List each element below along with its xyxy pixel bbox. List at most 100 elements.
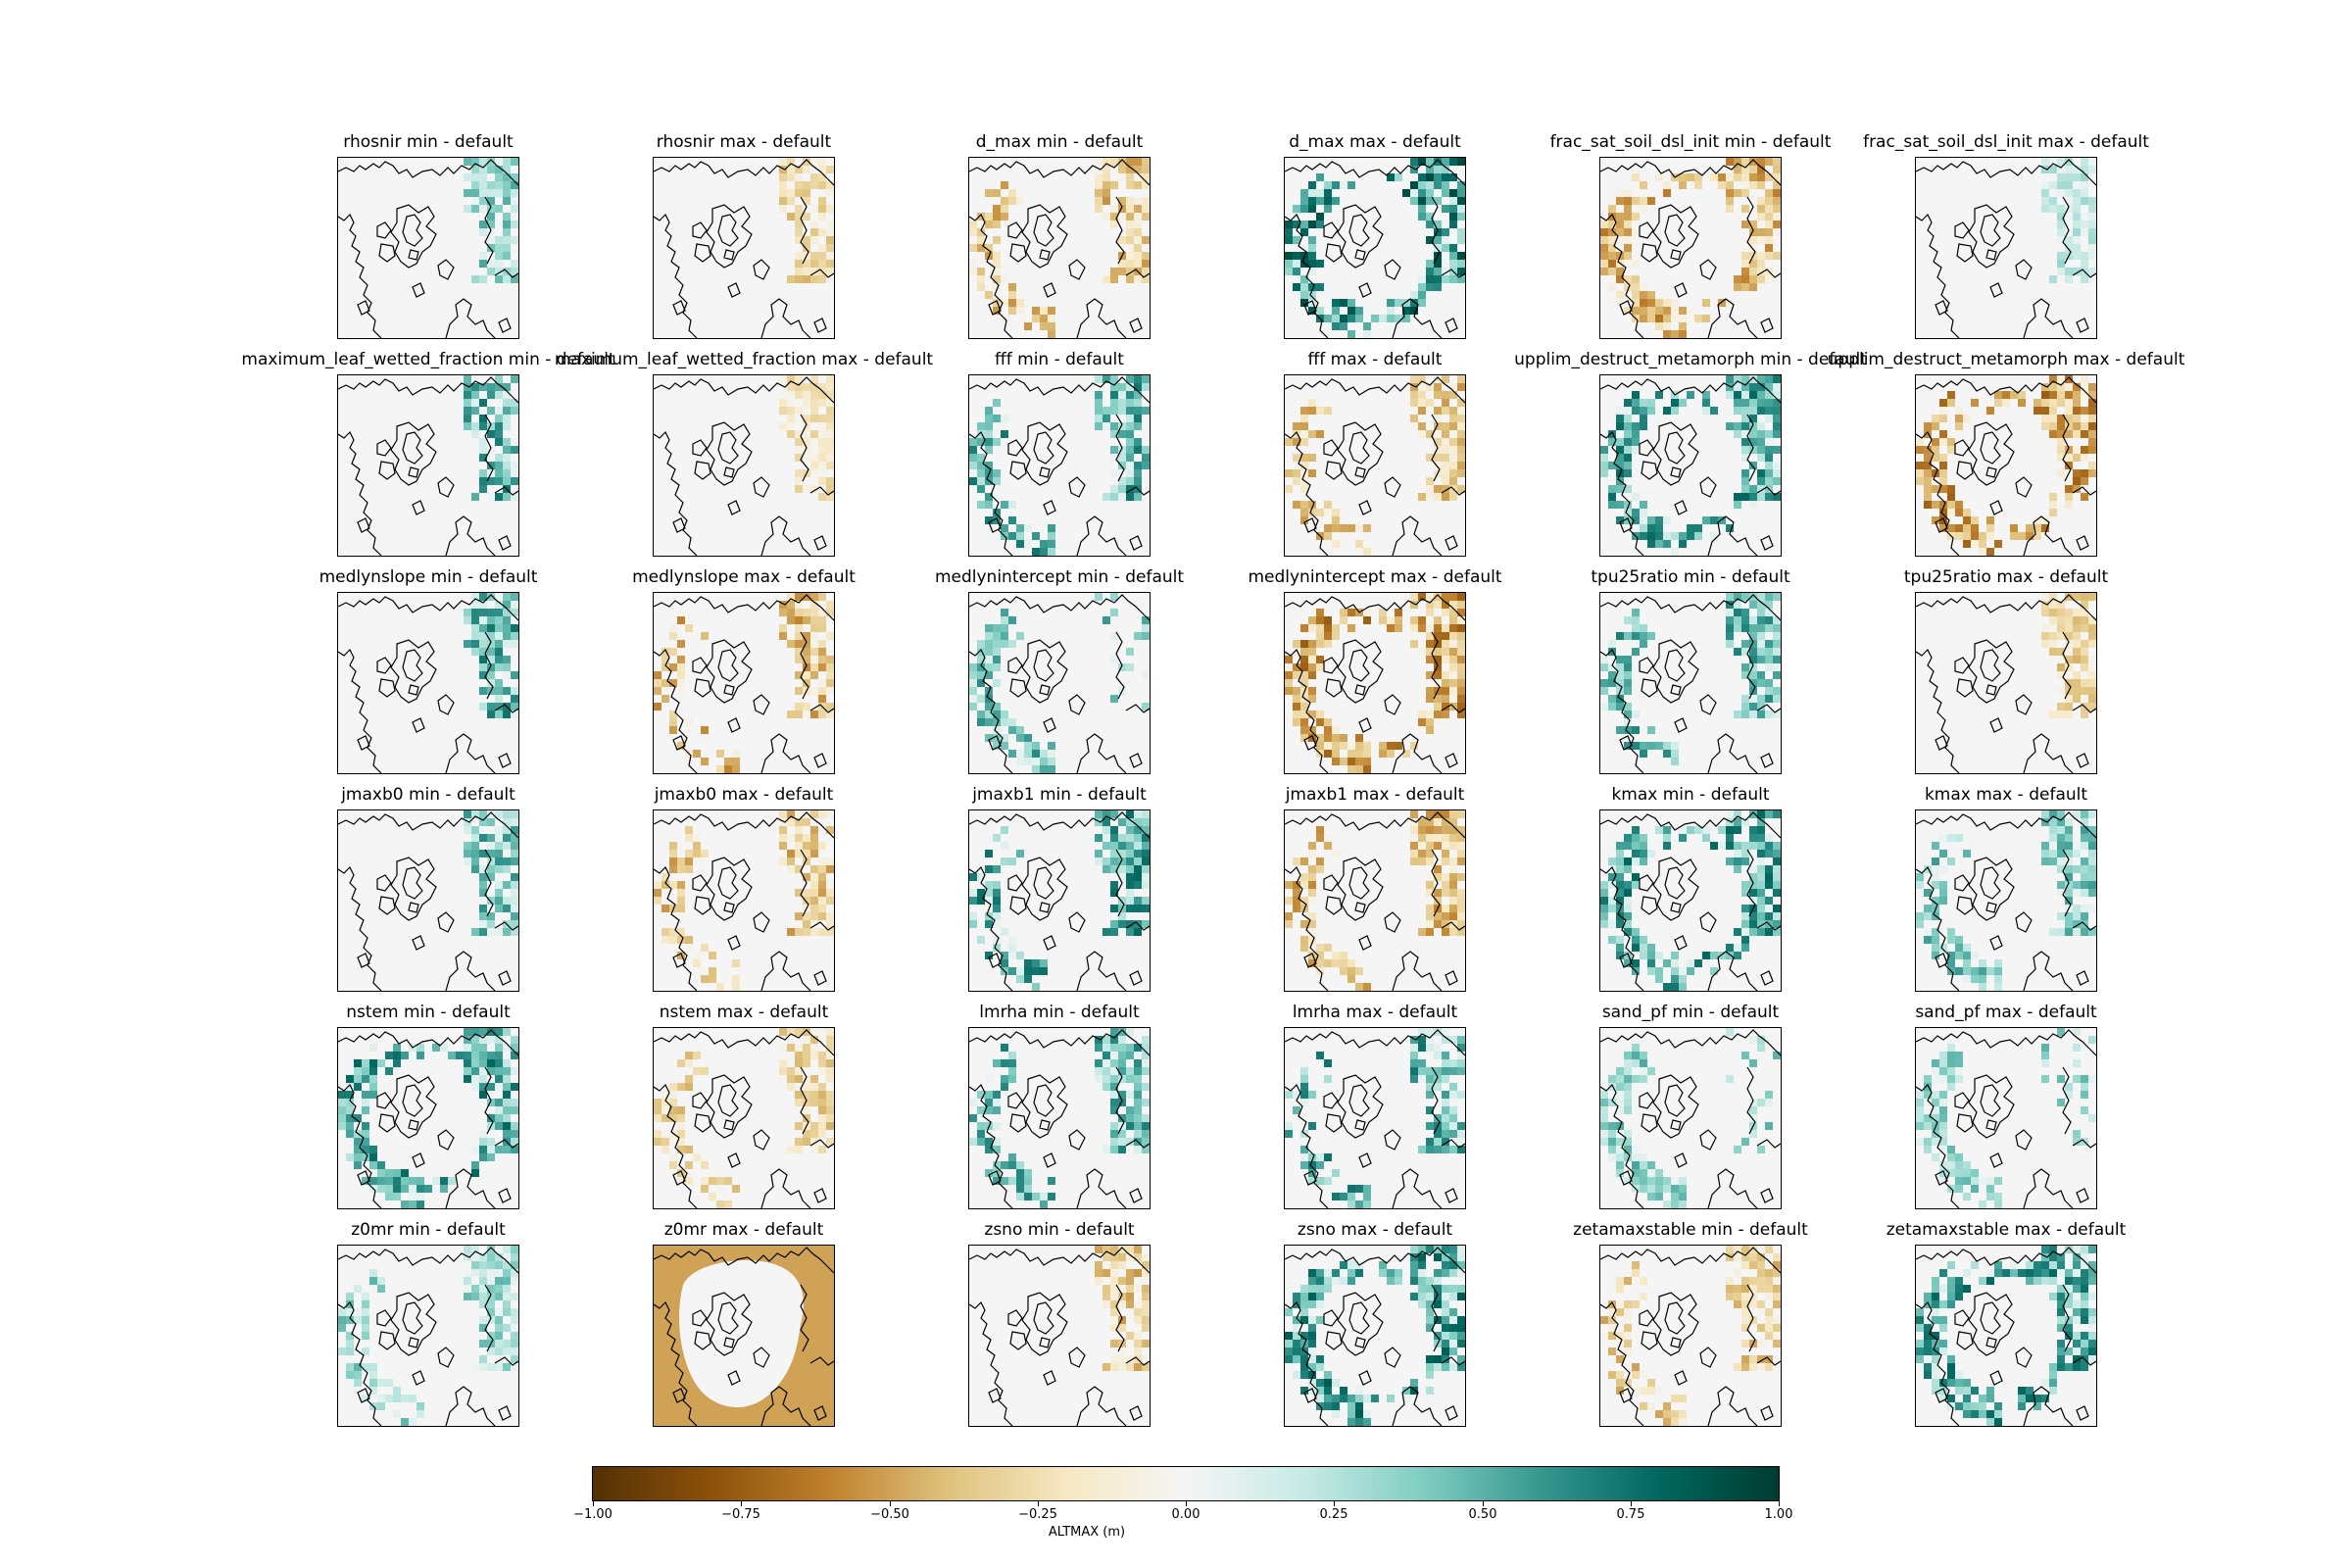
grid-cell: [1285, 1332, 1293, 1340]
grid-cell: [969, 462, 977, 469]
grid-cell: [2049, 197, 2057, 205]
grid-cell: [479, 905, 487, 912]
grid-cell: [2065, 485, 2073, 493]
grid-cell: [1434, 1130, 1442, 1138]
grid-cell: [1316, 609, 1324, 616]
grid-cell: [1118, 462, 1126, 469]
grid-cell: [993, 477, 1001, 485]
coastlines: [1916, 159, 2096, 338]
grid-cell: [495, 181, 503, 189]
grid-cell: [1765, 197, 1773, 205]
grid-cell: [1016, 540, 1024, 548]
grid-cell: [1616, 1387, 1624, 1395]
grid-cell: [1016, 1169, 1024, 1177]
grid-cell: [1434, 260, 1442, 268]
grid-cell: [795, 624, 803, 632]
coastline: [1746, 1066, 1756, 1135]
grid-cell: [1616, 462, 1624, 469]
map-canvas: [338, 593, 518, 773]
grid-cell: [787, 407, 795, 415]
grid-cell: [1773, 205, 1781, 213]
grid-cell: [369, 1044, 377, 1052]
grid-cell: [1600, 252, 1608, 260]
grid-cell: [1971, 516, 1979, 524]
grid-cell: [969, 477, 977, 485]
grid-cell: [1008, 616, 1016, 624]
grid-cell: [1324, 315, 1332, 322]
grid-cell: [1979, 967, 1986, 975]
grid-cell: [977, 1091, 985, 1099]
grid-cell: [1741, 493, 1749, 501]
grid-cell: [1955, 1285, 1963, 1293]
grid-cell: [1308, 616, 1316, 624]
grid-cell: [977, 430, 985, 438]
grid-cell: [1332, 1402, 1340, 1410]
coastline: [1125, 1356, 1150, 1366]
grid-cell: [779, 632, 787, 640]
grid-cell: [1363, 524, 1371, 532]
grid-cell: [1118, 663, 1126, 671]
grid-cell: [511, 1083, 518, 1091]
grid-cell: [1624, 501, 1632, 509]
coastline: [1641, 678, 1658, 698]
grid-cell: [669, 624, 677, 632]
grid-cell: [2049, 818, 2057, 826]
grid-cell: [1449, 1059, 1457, 1067]
grid-cell: [464, 189, 471, 197]
grid-cell: [362, 1059, 369, 1067]
grid-cell: [803, 920, 810, 928]
coastline: [1699, 694, 1717, 715]
grid-cell: [1016, 975, 1024, 983]
grid-cell: [1008, 307, 1016, 315]
grid-cell: [1434, 493, 1442, 501]
grid-cell: [1640, 834, 1647, 842]
grid-cell: [1134, 1099, 1142, 1106]
grid-cell: [810, 593, 818, 601]
grid-cell: [1379, 750, 1387, 758]
coastline: [1325, 1113, 1343, 1133]
grid-cell: [1102, 275, 1110, 283]
grid-cell: [511, 1348, 518, 1355]
grid-cell: [654, 687, 662, 695]
grid-cell: [503, 438, 511, 446]
grid-cell: [818, 897, 826, 905]
grid-cell: [511, 181, 518, 189]
grid-cell: [471, 1285, 479, 1293]
grid-cell: [1134, 1059, 1142, 1067]
grid-cell: [709, 952, 716, 959]
grid-cell: [818, 905, 826, 912]
grid-cell: [1608, 936, 1616, 944]
grid-cell: [795, 912, 803, 920]
coastline: [1652, 639, 1699, 704]
grid-cell: [1126, 889, 1134, 897]
grid-cell: [1741, 181, 1749, 189]
grid-cell: [1442, 1261, 1449, 1269]
grid-cell: [1773, 842, 1781, 850]
grid-cell: [1765, 881, 1773, 889]
grid-cell: [2088, 632, 2096, 640]
coastline: [1007, 657, 1023, 674]
grid-cell: [1734, 928, 1741, 936]
map-canvas: [969, 810, 1150, 991]
grid-cell: [2073, 181, 2081, 189]
grid-cell: [1939, 834, 1947, 842]
coastline: [1043, 1370, 1056, 1386]
coastline: [800, 196, 809, 265]
coastline: [390, 639, 437, 704]
grid-cell: [1142, 446, 1150, 454]
grid-cell: [2073, 1059, 2081, 1067]
grid-cell: [1624, 1277, 1632, 1285]
grid-cell: [826, 1099, 834, 1106]
grid-cell: [803, 422, 810, 430]
grid-cell: [1600, 703, 1608, 710]
grid-cell: [1757, 920, 1765, 928]
grid-cell: [826, 228, 834, 236]
grid-cell: [1449, 446, 1457, 454]
grid-cell: [511, 438, 518, 446]
grid-cell: [1457, 640, 1465, 648]
grid-cell: [1118, 1059, 1126, 1067]
grid-cell: [1024, 1177, 1032, 1185]
grid-cell: [1426, 1355, 1434, 1363]
grid-cell: [1457, 920, 1465, 928]
grid-cell: [1608, 1308, 1616, 1316]
